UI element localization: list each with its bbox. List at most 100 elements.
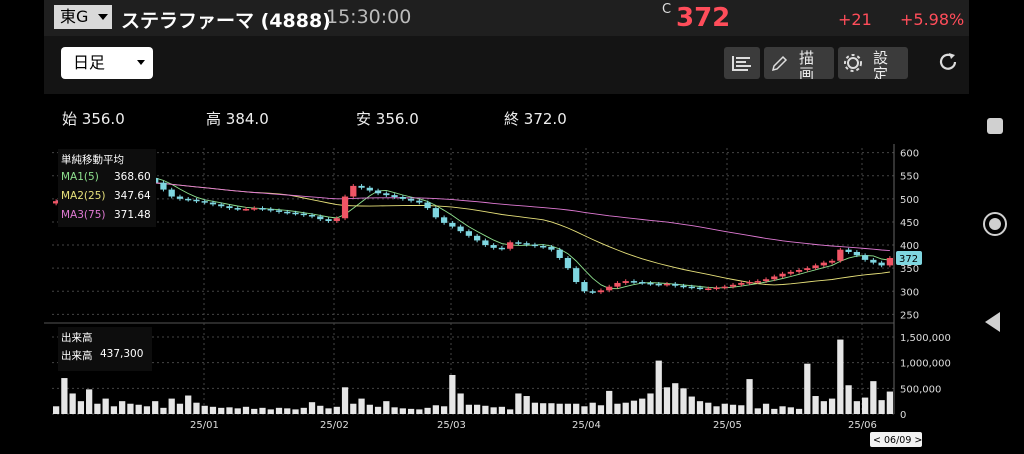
- ma3-label: MA3(75): [61, 209, 106, 221]
- candle: [828, 260, 836, 263]
- caret-down-icon: [98, 14, 108, 20]
- candle: [515, 242, 522, 244]
- volume-bar: [771, 408, 778, 414]
- volume-bar: [440, 406, 448, 414]
- volume-bar: [573, 403, 580, 414]
- candle: [787, 271, 794, 274]
- volume-bar: [795, 408, 803, 414]
- volume-tick-label: 1,500,000: [900, 333, 951, 344]
- price-tick-label: 600: [900, 149, 919, 160]
- candle: [861, 255, 869, 260]
- volume-bar: [804, 363, 811, 414]
- volume-bar: [606, 390, 613, 414]
- volume-bar: [168, 398, 175, 414]
- candle: [597, 290, 605, 293]
- candle: [424, 202, 431, 209]
- volume-bar: [300, 407, 307, 414]
- volume-bar: [135, 404, 142, 414]
- volume-bar: [416, 409, 423, 414]
- candle: [317, 216, 324, 220]
- candle: [275, 210, 283, 212]
- candle: [573, 268, 580, 283]
- candle: [201, 201, 208, 203]
- volume-bar: [482, 405, 489, 414]
- candle: [523, 243, 530, 245]
- volume-bar: [86, 389, 93, 414]
- refresh-icon[interactable]: [936, 50, 960, 74]
- draw-button[interactable]: 描画: [764, 47, 834, 79]
- volume-bar: [589, 402, 596, 414]
- home-icon[interactable]: [983, 212, 1007, 236]
- candle: [630, 281, 638, 283]
- volume-bar: [498, 406, 506, 414]
- volume-bar: [581, 406, 588, 414]
- market-dropdown[interactable]: 東G: [54, 5, 112, 29]
- candle: [540, 245, 547, 248]
- pencil-icon: [771, 55, 788, 72]
- ma1-value: 368.60: [114, 171, 151, 183]
- price-tick-label: 500: [900, 195, 919, 206]
- volume-bar: [655, 360, 662, 414]
- candle: [416, 200, 423, 203]
- chart-area[interactable]: 600 550 500 450 400 350 300 250 0 500,000 1,000,00…: [44, 144, 969, 450]
- volume-bar: [597, 405, 605, 414]
- price-tick-label: 400: [900, 241, 919, 252]
- candle: [886, 257, 893, 266]
- back-icon[interactable]: [985, 312, 1000, 332]
- candle: [391, 195, 398, 197]
- volume-bar: [284, 408, 291, 414]
- candle: [606, 286, 613, 291]
- market-label: 東G: [60, 7, 89, 26]
- candle: [655, 283, 662, 286]
- candle: [564, 257, 572, 269]
- volume-bar: [540, 403, 547, 414]
- candle: [663, 283, 671, 286]
- recent-apps-icon[interactable]: [987, 118, 1003, 134]
- period-label: 日足: [73, 53, 106, 72]
- candle: [507, 242, 514, 249]
- current-price-tag-label: 372: [899, 254, 918, 265]
- volume-bar: [878, 400, 885, 414]
- candle: [292, 212, 299, 215]
- bar-lines-icon: [732, 56, 751, 71]
- volume-bar: [61, 378, 68, 414]
- volume-bar: [251, 408, 258, 414]
- candle: [548, 246, 555, 250]
- candle: [705, 288, 712, 290]
- period-dropdown[interactable]: 日足: [61, 47, 153, 79]
- date-tick-label: 25/01: [190, 420, 219, 431]
- settings-button[interactable]: 設定: [838, 47, 908, 79]
- candle: [639, 282, 646, 284]
- volume-bar: [399, 408, 406, 414]
- volume-bar: [680, 388, 687, 414]
- ma2-value: 347.64: [114, 190, 151, 202]
- candle: [531, 244, 539, 247]
- close-flag: C: [662, 2, 672, 17]
- volume-bar: [407, 408, 415, 414]
- volume-bar: [160, 407, 167, 414]
- candle: [234, 208, 241, 210]
- close-value: 終 372.0: [504, 110, 567, 128]
- volume-bar: [779, 406, 786, 414]
- candle: [168, 189, 175, 197]
- candlestick-chart[interactable]: 600 550 500 450 400 350 300 250 0 500,000 1,000,00…: [44, 144, 969, 450]
- candle: [374, 190, 382, 194]
- volume-bar: [102, 398, 109, 414]
- volume-bar: [507, 409, 514, 414]
- candle: [474, 235, 481, 241]
- volume-bar: [754, 408, 761, 414]
- ma2-label: MA2(25): [61, 190, 106, 202]
- volume-bar: [738, 405, 745, 414]
- volume-label: 出来高: [61, 350, 93, 362]
- draw-label: 描画: [799, 49, 819, 79]
- ma-legend: 単純移動平均 MA1(5) 368.60 MA2(25) 347.64 MA3(…: [58, 149, 156, 227]
- volume-bar: [630, 400, 638, 414]
- volume-bar: [366, 404, 373, 414]
- candle: [771, 276, 778, 280]
- chart-type-button[interactable]: [724, 47, 760, 79]
- ohlc-bar: 始 356.0 高 384.0 安 356.0 終 372.0: [44, 94, 969, 144]
- volume-bar: [564, 403, 572, 414]
- volume-bar: [556, 403, 563, 414]
- volume-bar: [308, 402, 316, 414]
- candle: [366, 187, 373, 191]
